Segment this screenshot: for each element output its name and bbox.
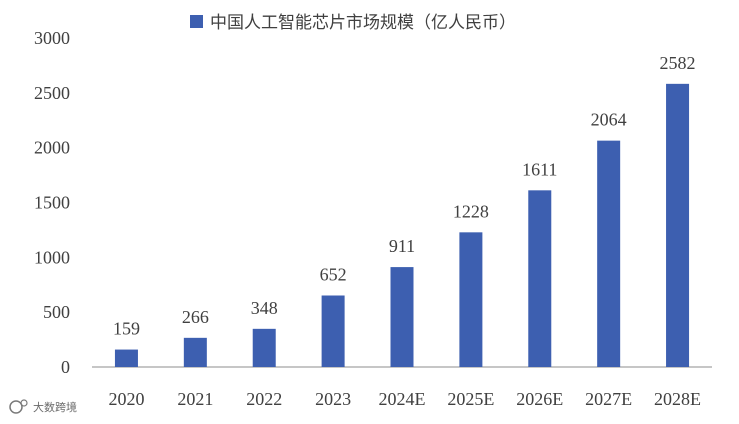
x-tick-label: 2024E: [379, 389, 426, 409]
bar: [114, 349, 138, 367]
bar: [597, 140, 621, 367]
data-label: 266: [182, 307, 209, 327]
x-tick-label: 2027E: [585, 389, 632, 409]
brand-logo-icon: [9, 399, 28, 414]
bar: [252, 328, 276, 367]
data-labels: 159 266 348 652 911 1228 1611 2064 2582: [113, 53, 696, 339]
y-tick-label: 2500: [34, 83, 70, 103]
x-axis-labels: 2020 2021 2022 2023 2024E 2025E 2026E 2027E 2028…: [108, 389, 701, 409]
x-tick-label: 2028E: [654, 389, 701, 409]
footer-brand-text: 大数跨境: [33, 400, 77, 414]
data-label: 1611: [522, 159, 557, 179]
data-label: 652: [320, 264, 347, 284]
x-tick-label: 2023: [315, 389, 351, 409]
legend-label: 中国人工智能芯片市场规模（亿人民币）: [210, 13, 516, 33]
bar: [321, 295, 345, 367]
y-tick-label: 0: [61, 357, 70, 377]
x-tick-label: 2022: [246, 389, 282, 409]
bars: [114, 83, 690, 367]
x-tick-label: 2021: [177, 389, 213, 409]
bar: [183, 337, 207, 367]
data-label: 159: [113, 319, 140, 339]
bar: [528, 190, 552, 367]
y-tick-label: 1000: [34, 247, 70, 267]
data-label: 348: [251, 298, 278, 318]
y-tick-label: 2000: [34, 138, 70, 158]
x-tick-label: 2026E: [516, 389, 563, 409]
data-label: 2582: [660, 53, 696, 73]
bar: [459, 232, 483, 367]
x-tick-label: 2020: [108, 389, 144, 409]
data-label: 2064: [591, 110, 627, 130]
data-label: 1228: [453, 201, 489, 221]
bar: [390, 267, 414, 367]
legend: 中国人工智能芯片市场规模（亿人民币）: [190, 13, 516, 33]
x-tick-label: 2025E: [447, 389, 494, 409]
y-tick-label: 500: [43, 302, 70, 322]
y-tick-label: 3000: [34, 28, 70, 48]
y-tick-label: 1500: [34, 193, 70, 213]
data-label: 911: [389, 236, 415, 256]
bar: [666, 83, 690, 367]
footer-logo: 大数跨境: [9, 399, 77, 414]
legend-swatch: [190, 15, 203, 28]
y-axis: 0 500 1000 1500 2000 2500 3000: [34, 28, 70, 377]
